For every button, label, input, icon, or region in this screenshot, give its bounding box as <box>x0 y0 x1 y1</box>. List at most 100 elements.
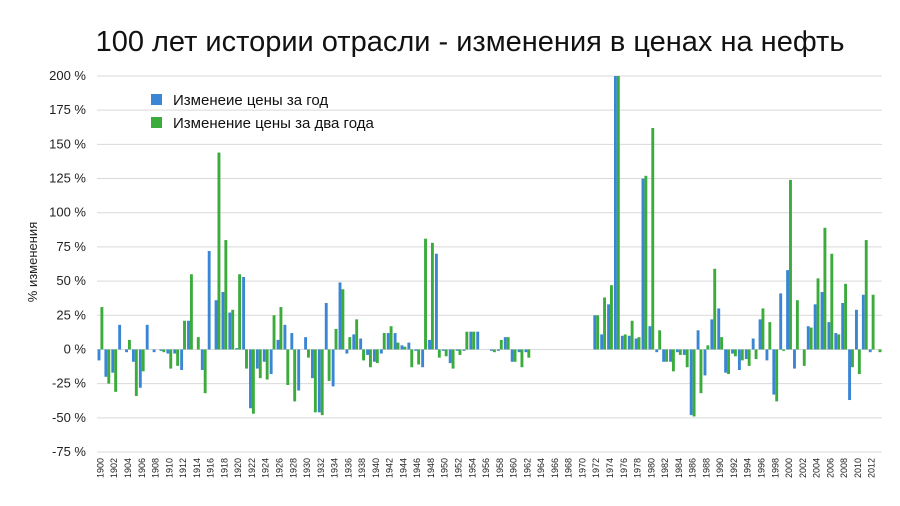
bar-annual <box>407 342 411 350</box>
bar-annual <box>249 349 252 409</box>
x-tick-label: 1968 <box>564 458 574 478</box>
bar-biennial <box>864 240 868 350</box>
bar-biennial <box>217 152 221 350</box>
bar-biennial <box>692 349 696 417</box>
bar-annual <box>455 349 459 351</box>
bar-biennial <box>169 349 173 369</box>
bar-annual <box>352 334 356 350</box>
bar-annual <box>662 349 666 362</box>
bar-annual <box>462 349 466 351</box>
bar-biennial <box>878 349 882 353</box>
x-tick-label: 1952 <box>454 458 464 478</box>
bar-biennial <box>671 349 675 372</box>
x-tick-label: 1904 <box>123 458 133 478</box>
x-tick-label: 1966 <box>550 458 560 478</box>
bar-biennial <box>837 334 841 350</box>
legend-item-annual: Изменеие цены за год <box>151 92 328 109</box>
bar-biennial <box>844 283 848 350</box>
bar-biennial <box>658 330 662 350</box>
bar-biennial <box>410 349 414 368</box>
x-tick-label: 1988 <box>701 458 711 478</box>
bar-biennial <box>424 238 427 350</box>
bar-annual <box>441 349 445 351</box>
x-tick-label: 1938 <box>357 458 367 478</box>
bar-biennial <box>720 337 724 350</box>
bar-annual <box>751 338 755 350</box>
x-tick-label: 1972 <box>591 458 601 478</box>
bar-annual <box>841 302 845 350</box>
bar-annual <box>428 339 431 350</box>
x-tick-label: 1976 <box>619 458 629 478</box>
bar-annual <box>187 320 190 350</box>
bar-annual <box>517 349 521 353</box>
x-tick-label: 1964 <box>536 458 546 478</box>
bar-annual <box>317 349 321 413</box>
bar-biennial <box>775 349 779 402</box>
bar-annual <box>434 253 438 350</box>
bar-biennial <box>706 345 710 350</box>
y-tick-label: -50 % <box>52 410 86 425</box>
x-tick-label: 1940 <box>371 458 381 478</box>
bar-biennial <box>279 307 283 350</box>
bar-annual <box>744 349 748 360</box>
y-tick-label: -75 % <box>52 444 86 459</box>
x-tick-label: 1906 <box>137 458 147 478</box>
bar-annual <box>710 319 714 350</box>
bar-annual <box>393 333 397 350</box>
bar-annual <box>806 326 810 350</box>
x-tick-label: 1948 <box>426 458 436 478</box>
bar-annual <box>593 315 597 350</box>
bar-annual <box>297 349 301 391</box>
bar-biennial <box>134 349 138 396</box>
x-tick-label: 2012 <box>867 458 877 478</box>
bar-annual <box>125 349 128 353</box>
bar-annual <box>724 349 728 373</box>
bar-annual <box>338 282 342 350</box>
x-tick-label: 1998 <box>770 458 780 478</box>
bar-biennial <box>114 349 118 392</box>
y-tick-label: 150 % <box>49 136 86 151</box>
bar-annual <box>269 349 273 375</box>
bar-biennial <box>492 349 496 353</box>
bar-biennial <box>293 349 297 402</box>
bar-annual <box>104 349 108 377</box>
bar-biennial <box>203 349 207 394</box>
bar-biennial <box>162 349 166 353</box>
y-axis-label: % изменения <box>25 222 40 302</box>
bar-biennial <box>224 240 228 350</box>
bar-annual <box>283 324 287 350</box>
bar-annual <box>689 349 693 416</box>
x-tick-label: 2008 <box>839 458 849 478</box>
x-tick-label: 1932 <box>316 458 326 478</box>
bar-annual <box>834 333 838 350</box>
bar-biennial <box>733 349 737 357</box>
bar-biennial <box>451 349 455 369</box>
x-tick-label: 1946 <box>412 458 422 478</box>
bar-annual <box>242 276 246 350</box>
bar-annual <box>359 338 363 350</box>
bar-biennial <box>761 308 765 350</box>
bar-annual <box>290 333 294 350</box>
bar-annual <box>496 349 500 351</box>
bar-annual <box>772 349 776 395</box>
bar-biennial <box>251 349 255 414</box>
bar-biennial <box>437 349 441 358</box>
bar-annual <box>476 331 480 350</box>
bar-biennial <box>513 349 517 362</box>
x-tick-label: 1974 <box>605 458 615 478</box>
bar-biennial <box>348 337 352 350</box>
bar-biennial <box>382 333 386 350</box>
legend-swatch-biennial <box>151 117 162 128</box>
x-tick-label: 1954 <box>467 458 477 478</box>
bar-annual <box>386 333 390 350</box>
bar-biennial <box>100 307 104 350</box>
bar-annual <box>200 349 204 370</box>
bar-biennial <box>141 349 145 372</box>
bar-annual <box>641 178 645 350</box>
bar-annual <box>627 335 631 350</box>
bar-annual <box>607 304 610 350</box>
x-tick-label: 1912 <box>178 458 188 478</box>
bar-annual <box>524 349 528 353</box>
bar-annual <box>421 349 425 368</box>
bar-annual <box>111 349 115 373</box>
